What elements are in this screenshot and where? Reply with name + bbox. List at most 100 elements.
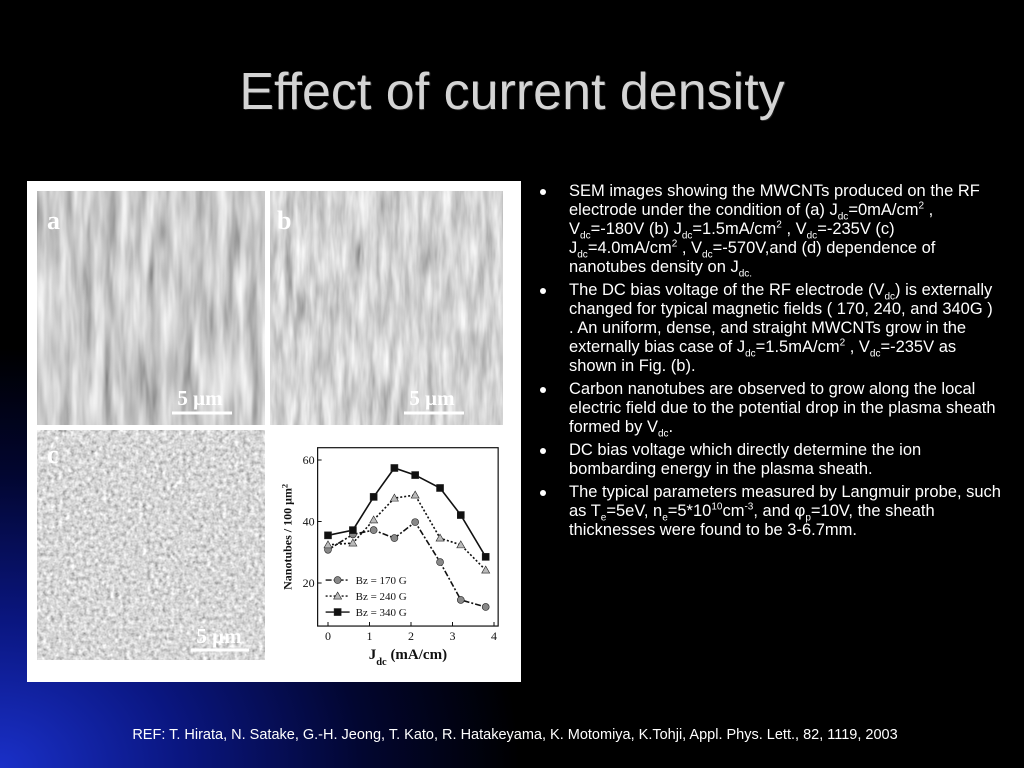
y-axis-label: Nanotubes / 100 μm2 — [280, 484, 295, 590]
text-run: , and φ — [753, 502, 806, 520]
panel-letter: c — [47, 440, 59, 469]
x-axis-label: Jdc (mA/cm) — [369, 647, 447, 668]
data-point — [348, 538, 358, 547]
superscript: 2 — [671, 238, 678, 250]
figure: a b c 5 μm 5 μm 5 μm d 01234204060Nanotu… — [27, 181, 521, 682]
scale-label: 5 μm — [196, 624, 242, 648]
data-point — [456, 540, 466, 549]
text-run: (mA/cm) — [387, 647, 447, 663]
text-run: =0mA/cm — [848, 201, 919, 219]
text-run: =4.0mA/cm — [587, 239, 672, 257]
subscript: dc — [884, 291, 896, 303]
series-line — [327, 494, 487, 571]
superscript: 2 — [839, 337, 846, 349]
data-point — [411, 471, 419, 479]
data-point — [481, 603, 490, 611]
text-run: =-570V,and (d) dependence of nanotubes d… — [569, 239, 936, 276]
legend-marker — [333, 591, 343, 600]
text-run: , V — [845, 338, 870, 356]
legend-marker — [333, 576, 342, 584]
y-tick-label: 40 — [303, 515, 315, 529]
data-point — [436, 484, 444, 492]
scale-bars — [172, 411, 464, 652]
bullet: Carbon nanotubes are observed to grow al… — [540, 380, 1001, 440]
subscript: dc — [745, 348, 756, 360]
text-run: Nanotubes / 100 μm — [281, 488, 295, 590]
legend-label: Bz = 340 G — [356, 607, 407, 619]
x-tick-label: 3 — [450, 629, 456, 643]
reference: REF: T. Hirata, N. Satake, G.-H. Jeong, … — [132, 727, 898, 743]
panel-letter: b — [277, 206, 291, 235]
bullet: SEM images showing the MWCNTs produced o… — [540, 182, 1001, 280]
panel-letter: a — [47, 206, 60, 235]
superscript: 2 — [776, 219, 782, 231]
text-run: =5eV, n — [606, 502, 663, 520]
data-point — [369, 493, 378, 501]
data-point — [481, 553, 490, 561]
text-run: The DC bias voltage of the RF electrode … — [569, 281, 885, 299]
text-run: SEM images showing the MWCNTs produced o… — [569, 182, 980, 219]
subscript: dc. — [738, 268, 753, 280]
bullet-list: SEM images showing the MWCNTs produced o… — [540, 182, 1001, 544]
x-tick-label: 0 — [325, 629, 331, 643]
data-point — [456, 511, 465, 519]
data-point — [390, 534, 399, 542]
bullet: The typical parameters measured by Langm… — [540, 483, 1001, 540]
subscript: dc — [681, 230, 693, 242]
text-run: =5*10 — [667, 502, 712, 520]
text-run: =10V, the sheath thicknesses were found … — [569, 502, 935, 539]
superscript: 2 — [280, 484, 289, 488]
plot-frame — [317, 447, 499, 627]
superscript: 2 — [918, 200, 925, 212]
y-tick-label: 60 — [303, 453, 315, 467]
chart-area — [270, 430, 503, 660]
legend-marker — [333, 608, 342, 616]
x-tick-label: 1 — [367, 629, 373, 643]
subscript: p — [805, 512, 811, 524]
sem-image — [270, 191, 503, 425]
series-line — [327, 467, 487, 558]
legend-label: Bz = 170 G — [356, 575, 407, 587]
legend-label: Bz = 240 G — [356, 591, 407, 603]
text-run: =-235V as shown in Fig. (b). — [569, 338, 957, 375]
data-point — [410, 490, 420, 499]
data-point — [390, 464, 399, 472]
panel-labels: a b c 5 μm 5 μm 5 μm — [47, 206, 455, 648]
data-point — [456, 596, 465, 604]
text-run: cm — [722, 502, 745, 520]
subscript: dc — [657, 428, 669, 440]
bullet: DC bias voltage which directly determine… — [540, 441, 1001, 479]
data-point — [349, 526, 357, 534]
subscript: dc — [806, 230, 818, 242]
text-run: . — [668, 418, 674, 436]
text-run: =1.5mA/cm — [755, 338, 840, 356]
subscript: dc — [837, 211, 849, 223]
data-point — [435, 533, 445, 542]
scale-label: 5 μm — [409, 386, 455, 410]
subscript: dc — [577, 249, 588, 261]
superscript: -3 — [744, 501, 754, 513]
text-run: =1.5mA/cm — [692, 220, 777, 238]
subscript: dc — [702, 249, 713, 261]
subscript: dc — [869, 348, 881, 360]
data-point — [369, 526, 378, 534]
subscript: dc — [580, 230, 591, 242]
text-run: DC bias voltage which directly determine… — [569, 441, 922, 478]
data-point — [324, 531, 332, 540]
data-point — [411, 518, 419, 526]
data-point — [389, 493, 399, 502]
text-run: , V — [781, 220, 807, 238]
text-run: ) is externally changed for typical magn… — [569, 281, 993, 356]
y-tick-label: 20 — [303, 576, 315, 590]
sem-image — [37, 430, 265, 660]
text-run: J — [369, 647, 377, 663]
superscript: 10 — [711, 501, 723, 513]
subscript: dc — [376, 657, 387, 668]
data-point — [369, 515, 379, 524]
bullet: The DC bias voltage of the RF electrode … — [540, 281, 1001, 376]
text-run: =-180V (b) J — [590, 220, 682, 238]
text-run: , V — [677, 239, 703, 257]
x-tick-label: 2 — [408, 629, 414, 643]
text-run: The typical parameters measured by Langm… — [569, 483, 1001, 520]
